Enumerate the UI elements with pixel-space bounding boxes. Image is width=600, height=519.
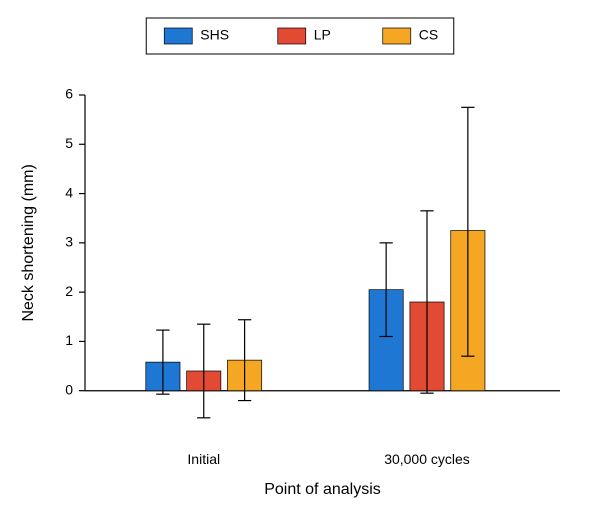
y-tick-label: 1 [65, 332, 73, 348]
legend-swatch-SHS [164, 28, 192, 44]
neck-shortening-chart: 0 1 2 3 4 5 6 Neck shortening (mm) Initial 30,000… [0, 0, 600, 519]
x-tick-label: Initial [187, 451, 220, 467]
legend-swatch-LP [278, 28, 306, 44]
y-tick-label: 6 [65, 86, 73, 102]
y-tick-label: 2 [65, 283, 73, 299]
y-tick-label: 5 [65, 135, 73, 151]
legend-label: SHS [200, 27, 229, 43]
x-tick-label: 30,000 cycles [384, 451, 470, 467]
legend-label: CS [419, 27, 438, 43]
y-tick-label: 4 [65, 184, 73, 200]
legend-label: LP [314, 27, 331, 43]
legend: SHS LP CS [146, 18, 454, 54]
legend-swatch-CS [383, 28, 411, 44]
y-axis-label: Neck shortening (mm) [20, 164, 37, 321]
y-tick-label: 0 [65, 381, 73, 397]
x-axis-label: Point of analysis [264, 481, 381, 498]
y-tick-label: 3 [65, 234, 73, 250]
